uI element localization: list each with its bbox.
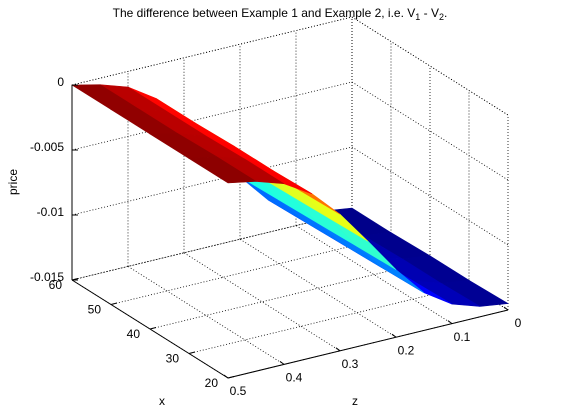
tick-mark	[223, 374, 229, 379]
z-tick-label: -0.015	[30, 270, 64, 284]
grid-line	[110, 236, 392, 305]
y-tick-label: 0.2	[398, 343, 415, 357]
z-tick-label: -0.005	[30, 140, 64, 154]
tick-mark	[335, 347, 341, 352]
title-subscript: 2	[439, 12, 444, 22]
tick-mark	[279, 360, 285, 365]
tick-mark	[71, 278, 79, 281]
x-tick-label: 20	[205, 376, 219, 390]
title-subscript: 1	[415, 12, 420, 22]
tick-mark	[110, 302, 118, 305]
axes: -0.015 -0.01 -0.005 0 20 30 40 50 60 0 0.1 0.2 0.3 0.…	[30, 75, 522, 398]
tick-mark	[149, 327, 157, 330]
x-tick-label: 40	[127, 327, 141, 341]
grid-line	[295, 225, 453, 324]
surface-patch	[188, 156, 257, 184]
x-tick-label: 50	[88, 303, 102, 317]
y-axis	[227, 309, 509, 379]
grid-line	[351, 81, 509, 181]
y-tick-label: 0.1	[454, 330, 471, 344]
tick-mark	[188, 351, 196, 354]
grid-line	[149, 260, 431, 330]
y-tick-label: 0	[515, 316, 522, 330]
tick-mark	[227, 376, 235, 379]
y-tick-label: 0.3	[342, 357, 359, 371]
tick-mark	[447, 320, 453, 325]
surface	[70, 84, 509, 307]
title-text: - V	[420, 6, 439, 20]
x-tick-label: 30	[166, 352, 180, 366]
box-edge	[351, 16, 509, 116]
tick-mark	[503, 306, 509, 311]
grid-line	[127, 266, 285, 365]
x-axis-label: x	[159, 394, 165, 408]
tick-mark	[391, 333, 397, 338]
y-axis-label: z	[352, 394, 358, 408]
z-tick-label: -0.01	[37, 205, 65, 219]
grid-line	[183, 252, 341, 352]
y-tick-label: 0.4	[286, 371, 303, 385]
grid-line	[71, 211, 353, 281]
grid-line	[188, 285, 470, 354]
x-tick-label: 60	[49, 278, 63, 292]
grid-line	[239, 238, 397, 338]
box-edge	[71, 16, 353, 86]
title-text: The difference between Example 1 and Exa…	[113, 6, 416, 20]
z-axis-label: price	[6, 169, 20, 195]
grid-line	[71, 146, 353, 216]
z-tick-label: 0	[57, 75, 64, 89]
grid-line	[71, 81, 353, 151]
y-tick-label: 0.5	[230, 384, 247, 398]
title-text: .	[444, 6, 447, 20]
grid-line	[351, 146, 509, 246]
chart-title: The difference between Example 1 and Exa…	[113, 6, 448, 22]
